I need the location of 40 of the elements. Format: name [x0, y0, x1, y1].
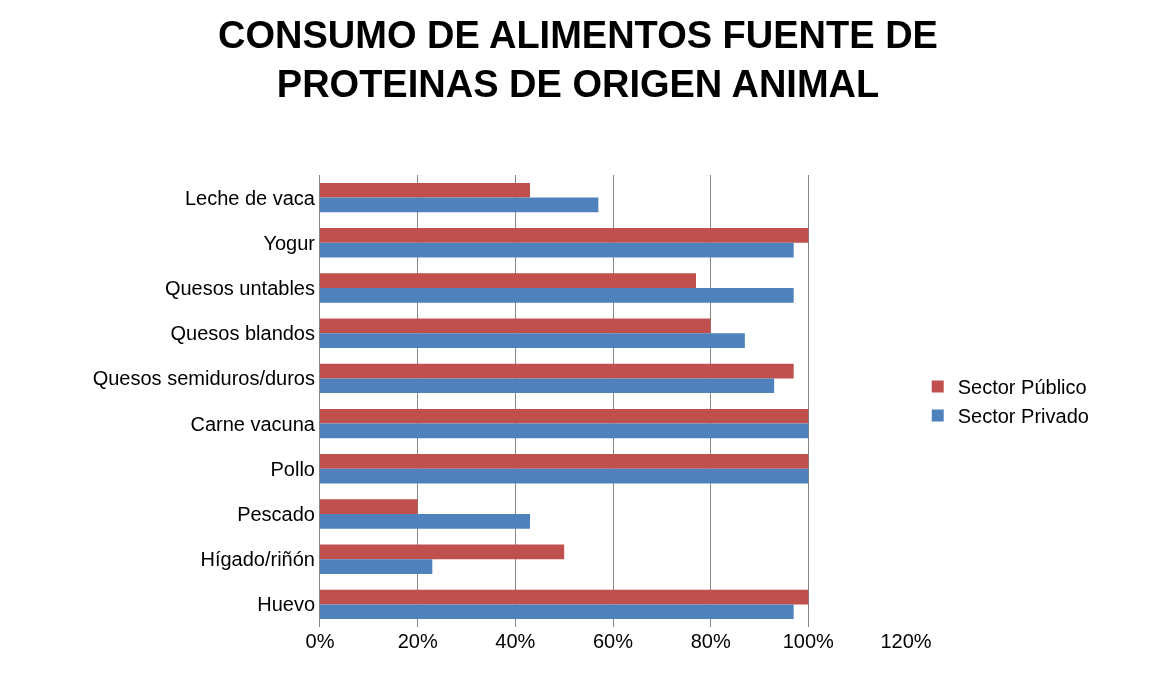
y-tick-label: Hígado/riñón [200, 548, 315, 571]
y-tick-label: Pescado [237, 503, 315, 525]
x-tick-label: 120% [880, 630, 932, 652]
bar [320, 242, 794, 258]
y-tick-label: Yogur [263, 231, 316, 254]
y-tick-label: Quesos untables [164, 277, 315, 299]
bar [320, 559, 433, 574]
y-tick-label: Pollo [270, 457, 315, 480]
chart-title: CONSUMO DE ALIMENTOS FUENTE DE PROTEINAS DE ORIGEN ANIMAL [218, 14, 938, 106]
bar [320, 408, 809, 424]
bar [320, 273, 697, 288]
y-tick-label: Quesos semiduros/duros [92, 367, 315, 390]
bar [320, 228, 809, 243]
x-tick-label: 20% [397, 630, 438, 652]
bar [320, 604, 794, 620]
legend-label: Sector Privado [957, 405, 1089, 428]
x-tick-label: 100% [782, 630, 835, 652]
bar [320, 318, 711, 334]
y-tick-label: Leche de vaca [184, 186, 316, 209]
bar [320, 544, 565, 560]
y-tick-label: Huevo [257, 593, 315, 616]
bar [320, 197, 599, 213]
bar [320, 182, 530, 198]
bar [320, 589, 809, 605]
x-tick-label: 60% [592, 630, 634, 652]
bar [320, 288, 794, 303]
y-tick-label: Carne vacuna [190, 412, 316, 435]
bar [320, 378, 775, 394]
x-tick-label: 80% [690, 630, 731, 652]
bar [320, 468, 809, 484]
x-tick-label: 0% [305, 630, 335, 652]
y-tick-label: Quesos blandos [170, 322, 315, 345]
bar [320, 454, 809, 469]
legend-label: Sector Público [957, 376, 1087, 399]
x-tick-label: 40% [495, 630, 536, 652]
bar [320, 363, 794, 379]
bar [320, 333, 745, 348]
bar [320, 499, 418, 514]
bar [320, 423, 809, 439]
bar [320, 514, 530, 529]
